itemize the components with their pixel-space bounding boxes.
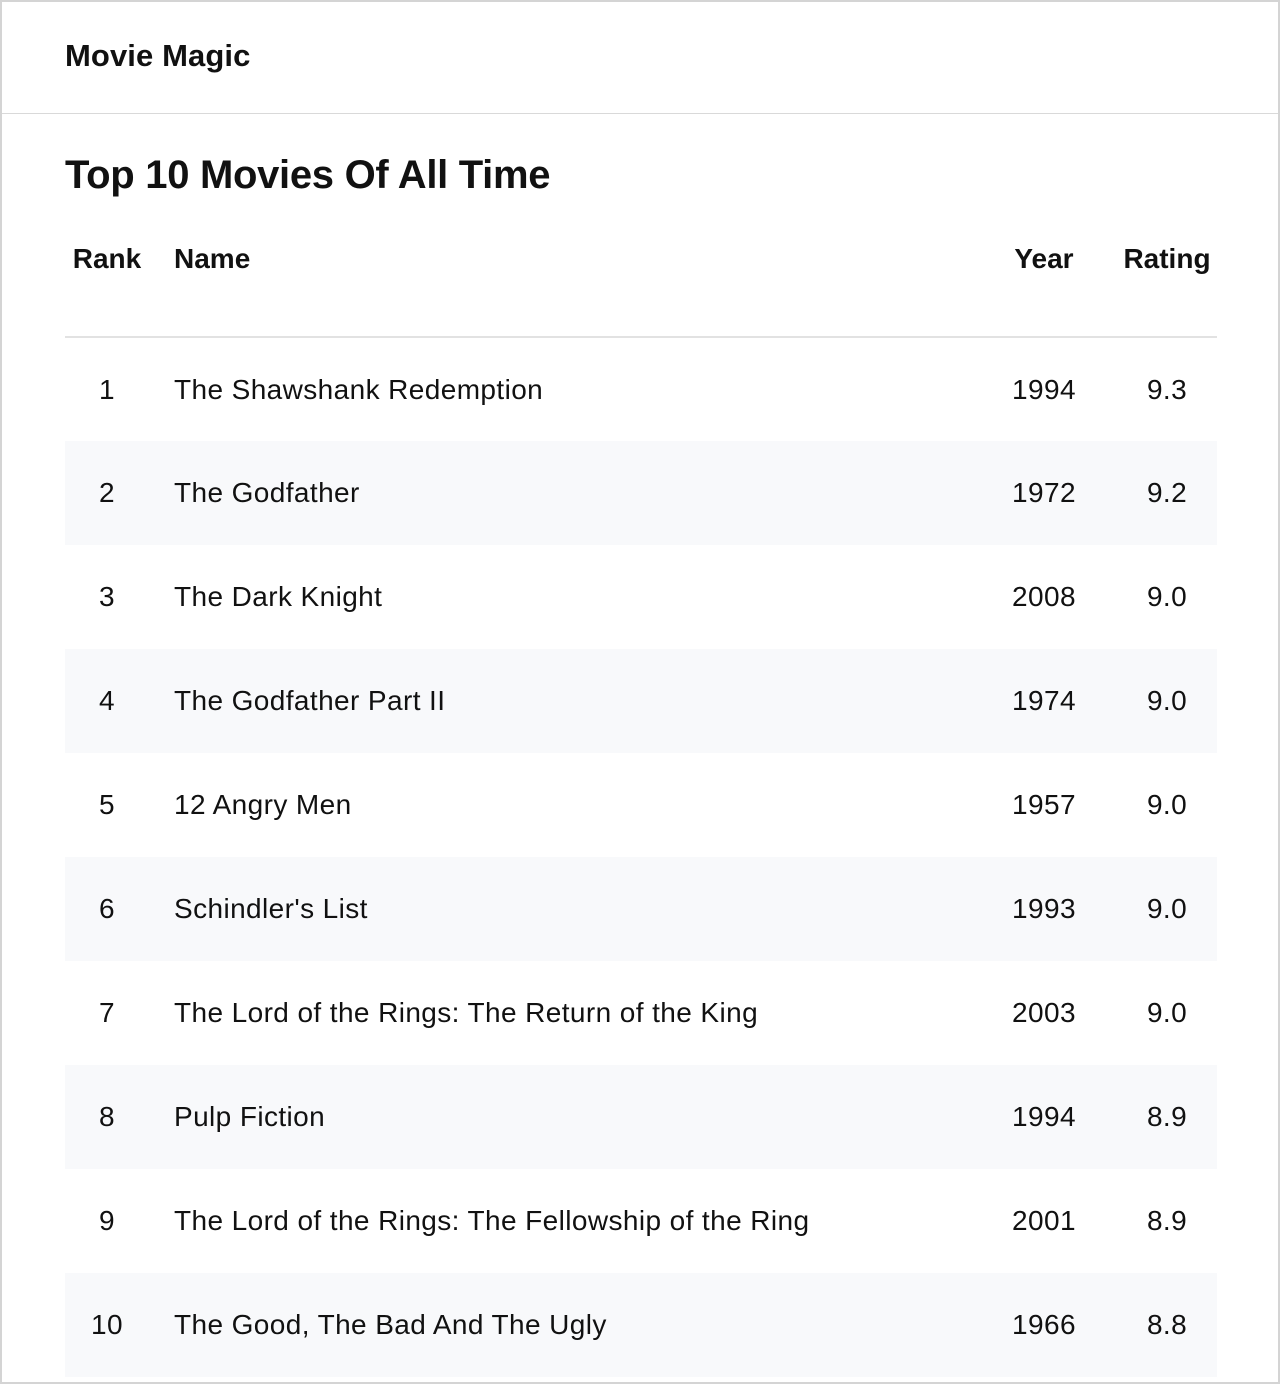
cell-rank: 7 — [99, 997, 115, 1028]
page-title: Top 10 Movies Of All Time — [65, 153, 551, 197]
table-row: 7 The Lord of the Rings: The Return of t… — [65, 961, 1217, 1065]
cell-name: The Good, The Bad And The Ugly — [174, 1309, 607, 1340]
table-row: 3 The Dark Knight 2008 9.0 — [65, 545, 1217, 649]
cell-name: The Lord of the Rings: The Return of the… — [174, 997, 759, 1028]
cell-rank: 1 — [99, 373, 115, 405]
cell-name: The Dark Knight — [174, 581, 383, 612]
cell-year: 1974 — [1012, 685, 1076, 716]
cell-year: 1966 — [1012, 1309, 1076, 1340]
cell-year: 2003 — [1012, 997, 1076, 1028]
table-row: 2 The Godfather 1972 9.2 — [65, 441, 1217, 545]
cell-rating: 8.8 — [1146, 1309, 1188, 1340]
cell-rank: 8 — [99, 1101, 115, 1132]
cell-rank: 6 — [99, 893, 115, 924]
table-row: 9 The Lord of the Rings: The Fellowship … — [65, 1169, 1217, 1273]
cell-rating: 9.0 — [1146, 789, 1188, 820]
cell-rank: 2 — [99, 477, 115, 508]
cell-rating: 8.9 — [1146, 1205, 1188, 1236]
cell-year: 2001 — [1012, 1205, 1076, 1236]
cell-name: The Shawshank Redemption — [174, 373, 544, 405]
table-header: Rank Name Year Rating — [65, 229, 1217, 338]
cell-year: 1993 — [1012, 893, 1076, 924]
cell-rating: 8.9 — [1146, 1101, 1188, 1132]
table-row: 4 The Godfather Part II 1974 9.0 — [65, 649, 1217, 753]
table-header-row: Rank Name Year Rating — [65, 229, 1217, 338]
app-title[interactable]: Movie Magic — [65, 37, 251, 73]
cell-name: The Godfather Part II — [174, 685, 446, 716]
table-body: 1 The Shawshank Redemption 1994 9.3 2 Th… — [65, 337, 1217, 1377]
table-row: 1 The Shawshank Redemption 1994 9.3 — [65, 337, 1217, 441]
app-header: Movie Magic — [2, 2, 1278, 114]
cell-rank: 3 — [99, 581, 115, 612]
cell-year: 1994 — [1012, 1101, 1076, 1132]
cell-rating: 9.2 — [1146, 477, 1188, 508]
cell-year: 2008 — [1012, 581, 1076, 612]
cell-rank: 5 — [99, 789, 115, 820]
table-row: 8 Pulp Fiction 1994 8.9 — [65, 1065, 1217, 1169]
column-header-year: Year — [971, 229, 1117, 338]
table-row: 6 Schindler's List 1993 9.0 — [65, 857, 1217, 961]
table-row: 10 The Good, The Bad And The Ugly 1966 8… — [65, 1273, 1217, 1377]
cell-rating: 9.0 — [1146, 685, 1188, 716]
cell-name: The Lord of the Rings: The Fellowship of… — [174, 1205, 810, 1236]
cell-rating: 9.0 — [1146, 893, 1188, 924]
main-content: Top 10 Movies Of All Time Rank Name Year… — [2, 151, 1278, 1377]
cell-rank: 10 — [91, 1309, 123, 1340]
cell-year: 1972 — [1012, 477, 1076, 508]
cell-rating: 9.0 — [1146, 997, 1188, 1028]
column-header-name: Name — [149, 229, 971, 338]
cell-name: The Godfather — [174, 477, 360, 508]
cell-year: 1957 — [1012, 789, 1076, 820]
cell-name: Pulp Fiction — [174, 1101, 326, 1132]
column-header-rank: Rank — [65, 229, 149, 338]
cell-rating: 9.0 — [1146, 581, 1188, 612]
cell-year: 1994 — [1012, 373, 1076, 405]
column-header-rating: Rating — [1117, 229, 1217, 338]
cell-rank: 9 — [99, 1205, 115, 1236]
cell-name: Schindler's List — [174, 893, 368, 924]
table-row: 5 12 Angry Men 1957 9.0 — [65, 753, 1217, 857]
cell-rank: 4 — [99, 685, 115, 716]
movies-table: Rank Name Year Rating 1 The Shawshank Re… — [65, 229, 1217, 1377]
cell-rating: 9.3 — [1146, 373, 1188, 405]
cell-name: 12 Angry Men — [174, 789, 352, 820]
